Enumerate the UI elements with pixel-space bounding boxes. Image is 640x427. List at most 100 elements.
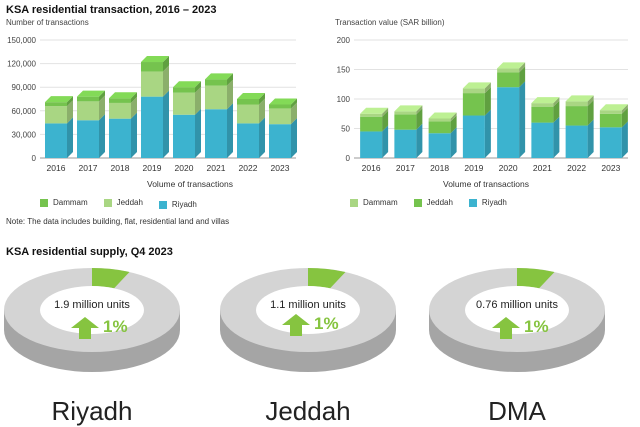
x-tick-label: 2020 bbox=[499, 163, 518, 173]
legend-item-jeddah: Jeddah bbox=[413, 198, 453, 207]
donut-slice-share bbox=[92, 268, 130, 289]
legend-label: Dammam bbox=[53, 198, 88, 207]
bar-segment-jeddah bbox=[531, 100, 560, 123]
x-tick-label: 2022 bbox=[567, 163, 586, 173]
left-x-axis-title: Volume of transactions bbox=[147, 179, 233, 189]
y-tick-label: 200 bbox=[337, 36, 351, 45]
y-tick-label: 30,000 bbox=[12, 130, 37, 139]
bar-segment-jeddah bbox=[360, 110, 389, 132]
bar-segment-jeddah bbox=[599, 107, 628, 128]
bar-segment-riyadh bbox=[77, 114, 105, 158]
donut-hole bbox=[256, 286, 360, 334]
bar-top bbox=[269, 98, 297, 105]
donut-chart bbox=[429, 268, 605, 372]
x-tick-label: 2023 bbox=[271, 163, 290, 173]
bar-segment-dammam bbox=[497, 62, 526, 73]
bar-segment-dammam bbox=[237, 93, 265, 105]
bar-top bbox=[237, 93, 265, 99]
bar-segment-riyadh bbox=[269, 118, 297, 158]
donut-chart bbox=[220, 268, 396, 372]
arrow-up-icon bbox=[282, 314, 310, 336]
y-tick-label: 60,000 bbox=[12, 107, 37, 116]
city-name: Riyadh bbox=[51, 396, 133, 426]
bar-top bbox=[531, 97, 560, 104]
bar-top bbox=[205, 73, 233, 80]
arrow-up-icon bbox=[71, 317, 99, 339]
legend-item-riyadh: Riyadh bbox=[468, 198, 507, 207]
bar-segment-dammam bbox=[269, 98, 297, 109]
x-tick-label: 2022 bbox=[239, 163, 258, 173]
supply-title: KSA residential supply, Q4 2023 bbox=[6, 246, 173, 258]
left-legend: Dammam Jeddah Riyadh bbox=[40, 196, 240, 209]
bar-segment-jeddah bbox=[462, 87, 491, 116]
supply-units: 1.9 million units bbox=[54, 299, 130, 311]
supply-units: 0.76 million units bbox=[476, 299, 558, 311]
bar-segment-jeddah bbox=[269, 102, 297, 125]
legend-label: Riyadh bbox=[481, 198, 507, 207]
legend-label: Jeddah bbox=[116, 198, 143, 207]
right-y-axis-title: Transaction value (SAR billion) bbox=[335, 18, 445, 27]
legend-item-riyadh: Riyadh bbox=[158, 200, 197, 209]
bar-segment-dammam bbox=[77, 90, 105, 102]
legend-swatch bbox=[158, 200, 167, 209]
donut-hole bbox=[40, 286, 144, 334]
transactions-title: KSA residential transaction, 2016 – 2023 bbox=[6, 4, 217, 16]
bar-top bbox=[599, 104, 628, 111]
bar-top bbox=[173, 81, 201, 88]
left-y-axis-title: Number of transactions bbox=[6, 18, 89, 27]
bar-segment-dammam bbox=[462, 82, 491, 94]
bar-segment-riyadh bbox=[360, 125, 389, 158]
x-tick-label: 2021 bbox=[533, 163, 552, 173]
bar-segment-dammam bbox=[45, 96, 73, 107]
bar-top bbox=[462, 82, 491, 89]
x-tick-label: 2016 bbox=[47, 163, 66, 173]
bar-top bbox=[565, 95, 594, 102]
bar-top bbox=[109, 92, 137, 99]
bar-segment-riyadh bbox=[109, 112, 137, 158]
bar-segment-dammam bbox=[599, 104, 628, 114]
legend-swatch bbox=[40, 198, 48, 207]
bar-segment-jeddah bbox=[109, 96, 137, 119]
supply-card-dma: 0.76 million units 1% DMA bbox=[427, 266, 607, 426]
right-value-chart: 0 50 100 150 200 2016 2017 2018 2019 2020 2021 2022… bbox=[337, 36, 628, 173]
x-tick-label: 2017 bbox=[396, 163, 415, 173]
bar-segment-riyadh bbox=[394, 123, 423, 158]
bar-segment-riyadh bbox=[237, 117, 265, 158]
bar-segment-dammam bbox=[109, 92, 137, 103]
bar-segment-jeddah bbox=[173, 86, 201, 115]
bar-segment-riyadh bbox=[531, 116, 560, 158]
legend-label: Jeddah bbox=[426, 198, 453, 207]
y-tick-label: 120,000 bbox=[7, 60, 36, 69]
bar-segment-jeddah bbox=[428, 115, 457, 134]
bar-top bbox=[77, 90, 105, 97]
bar-segment-dammam bbox=[428, 112, 457, 122]
bar-segment-dammam bbox=[141, 56, 169, 72]
supply-growth-pct: 1% bbox=[524, 317, 549, 336]
legend-swatch bbox=[413, 198, 422, 207]
supply-card-riyadh: 1.9 million units 1% Riyadh bbox=[2, 266, 182, 426]
bar-segment-riyadh bbox=[462, 109, 491, 158]
bar-segment-dammam bbox=[394, 105, 423, 115]
donut-slice-share bbox=[517, 268, 555, 289]
donut-hole bbox=[465, 286, 569, 334]
bar-segment-riyadh bbox=[45, 117, 73, 158]
x-tick-label: 2016 bbox=[362, 163, 381, 173]
right-x-axis-title: Volume of transactions bbox=[443, 179, 529, 189]
legend-label: Dammam bbox=[363, 198, 398, 207]
bar-top bbox=[141, 56, 169, 63]
y-tick-label: 0 bbox=[32, 154, 37, 163]
bar-segment-jeddah bbox=[141, 65, 169, 97]
donut-slice-share bbox=[308, 268, 346, 289]
legend-swatch bbox=[468, 198, 477, 207]
arrow-up-icon bbox=[492, 317, 520, 339]
bar-top bbox=[360, 107, 389, 114]
y-tick-label: 150,000 bbox=[7, 36, 36, 45]
bar-top bbox=[45, 96, 73, 103]
bar-segment-riyadh bbox=[497, 81, 526, 158]
supply-card-jeddah: 1.1 million units 1% Jeddah bbox=[218, 266, 398, 426]
legend-item-dammam: Dammam bbox=[350, 198, 398, 207]
x-tick-label: 2018 bbox=[111, 163, 130, 173]
supply-growth-pct: 1% bbox=[314, 314, 339, 333]
bar-segment-riyadh bbox=[141, 90, 169, 158]
data-note: Note: The data includes building, flat, … bbox=[6, 217, 230, 226]
